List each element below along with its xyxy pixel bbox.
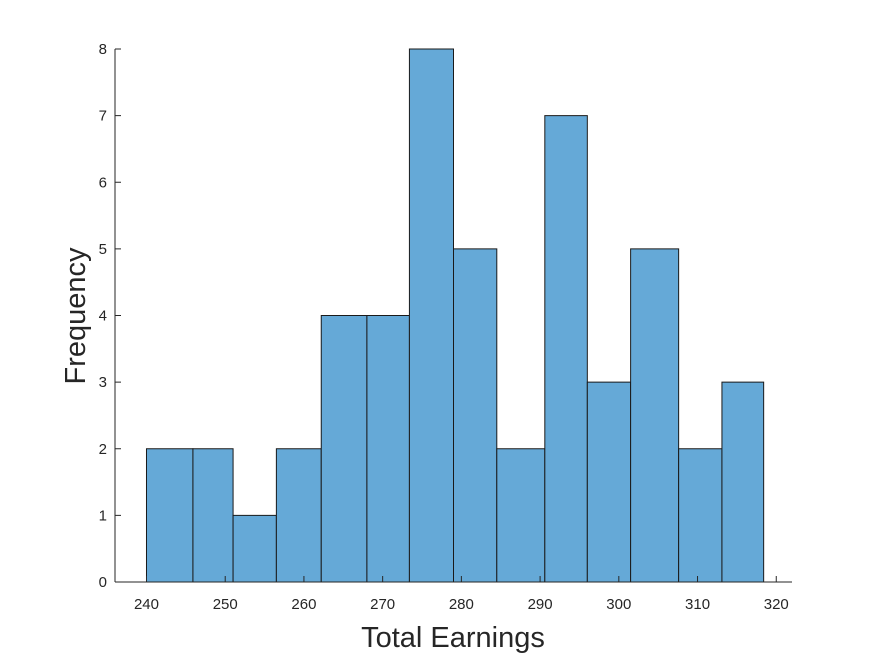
y-axis-title: Frequency: [60, 247, 92, 385]
histogram-bar: [496, 448, 546, 583]
x-tick-label: 260: [291, 596, 316, 613]
axes-group: 240 250 260 270 280 290 300 310 320 0 1 2 3 4 5 6 7 8: [99, 41, 792, 613]
histogram-bar: [544, 115, 588, 583]
y-tick-label: 8: [99, 41, 107, 58]
x-tick-label: 280: [449, 596, 474, 613]
histogram-bar: [453, 248, 498, 583]
x-tick-label: 310: [685, 596, 710, 613]
x-tick-label: 300: [606, 596, 631, 613]
histogram-bar: [630, 248, 680, 583]
y-tick-label: 7: [99, 108, 107, 125]
y-tick-label: 2: [99, 441, 107, 458]
histogram-bar: [145, 448, 194, 583]
histogram-bar: [366, 315, 410, 583]
histogram-bar: [586, 381, 632, 583]
x-tick-label: 320: [764, 596, 789, 613]
y-tick-label: 1: [99, 507, 107, 524]
y-tick-label: 4: [99, 308, 107, 325]
bars-group: [145, 48, 765, 583]
histogram-bar: [721, 381, 765, 583]
y-tick-label: 5: [99, 241, 107, 258]
x-tick-label: 240: [134, 596, 159, 613]
y-tick-label: 0: [99, 574, 107, 591]
histogram-bar: [408, 48, 455, 583]
histogram-bar: [232, 514, 277, 583]
x-axis-title: Total Earnings: [361, 622, 545, 654]
x-tick-label: 290: [528, 596, 553, 613]
histogram-bar: [320, 315, 368, 583]
x-tick-label: 250: [213, 596, 238, 613]
y-tick-label: 3: [99, 374, 107, 391]
y-tick-label: 6: [99, 174, 107, 191]
x-tick-label: 270: [370, 596, 395, 613]
histogram-bar: [192, 448, 234, 583]
histogram-bar: [275, 448, 322, 583]
histogram-bar: [678, 448, 723, 583]
